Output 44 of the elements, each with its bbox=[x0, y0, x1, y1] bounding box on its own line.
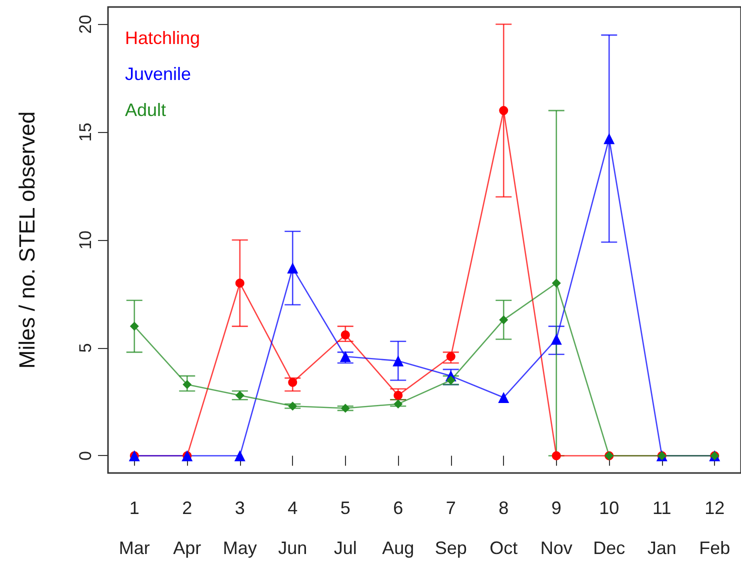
point bbox=[235, 390, 244, 400]
point bbox=[182, 380, 192, 390]
point bbox=[499, 106, 508, 116]
point bbox=[552, 451, 561, 460]
y-axis-title: Miles / no. STEL observed bbox=[14, 111, 40, 369]
text: Hatchling bbox=[125, 28, 200, 48]
point bbox=[499, 315, 508, 324]
point bbox=[392, 355, 404, 366]
point bbox=[340, 330, 350, 340]
point bbox=[340, 404, 350, 413]
x-tick-label: 4 Jun bbox=[278, 498, 308, 558]
point bbox=[498, 392, 510, 403]
point bbox=[288, 378, 298, 387]
text: Adult bbox=[125, 100, 166, 120]
x-tick-label: 5 Jul bbox=[334, 498, 357, 558]
point bbox=[235, 278, 244, 288]
point bbox=[394, 399, 403, 408]
point bbox=[288, 402, 298, 411]
y-tick-label: 10 bbox=[76, 230, 95, 250]
point bbox=[130, 322, 139, 331]
y-tick-label: 0 bbox=[76, 451, 95, 460]
y-tick-label: 20 bbox=[76, 14, 95, 34]
x-tick-label: 8 Oct bbox=[490, 498, 518, 558]
x-tick-label: 6 Aug bbox=[382, 498, 414, 558]
point bbox=[446, 376, 456, 385]
x-tick-label: 2 Apr bbox=[173, 498, 202, 558]
x-tick-label: 10 Dec bbox=[593, 498, 626, 558]
point bbox=[234, 450, 246, 462]
x-tick-label: 3 May bbox=[222, 498, 257, 558]
point bbox=[446, 352, 456, 361]
y-tick-label: 15 bbox=[76, 122, 95, 142]
point bbox=[552, 278, 561, 288]
point bbox=[287, 262, 298, 274]
x-tick-label: 7 Sep bbox=[434, 498, 467, 558]
x-tick-label: 12 Feb bbox=[699, 498, 730, 558]
x-tick-label: 11 Jan bbox=[647, 498, 676, 558]
text: Juvenile bbox=[125, 64, 192, 84]
x-tick-label: 9 Nov bbox=[540, 498, 572, 558]
point bbox=[550, 334, 562, 345]
y-tick-label: 5 bbox=[76, 343, 95, 353]
x-tick-label: 1 Mar bbox=[118, 498, 150, 558]
point bbox=[604, 133, 615, 144]
point bbox=[394, 390, 403, 400]
point bbox=[340, 351, 351, 362]
